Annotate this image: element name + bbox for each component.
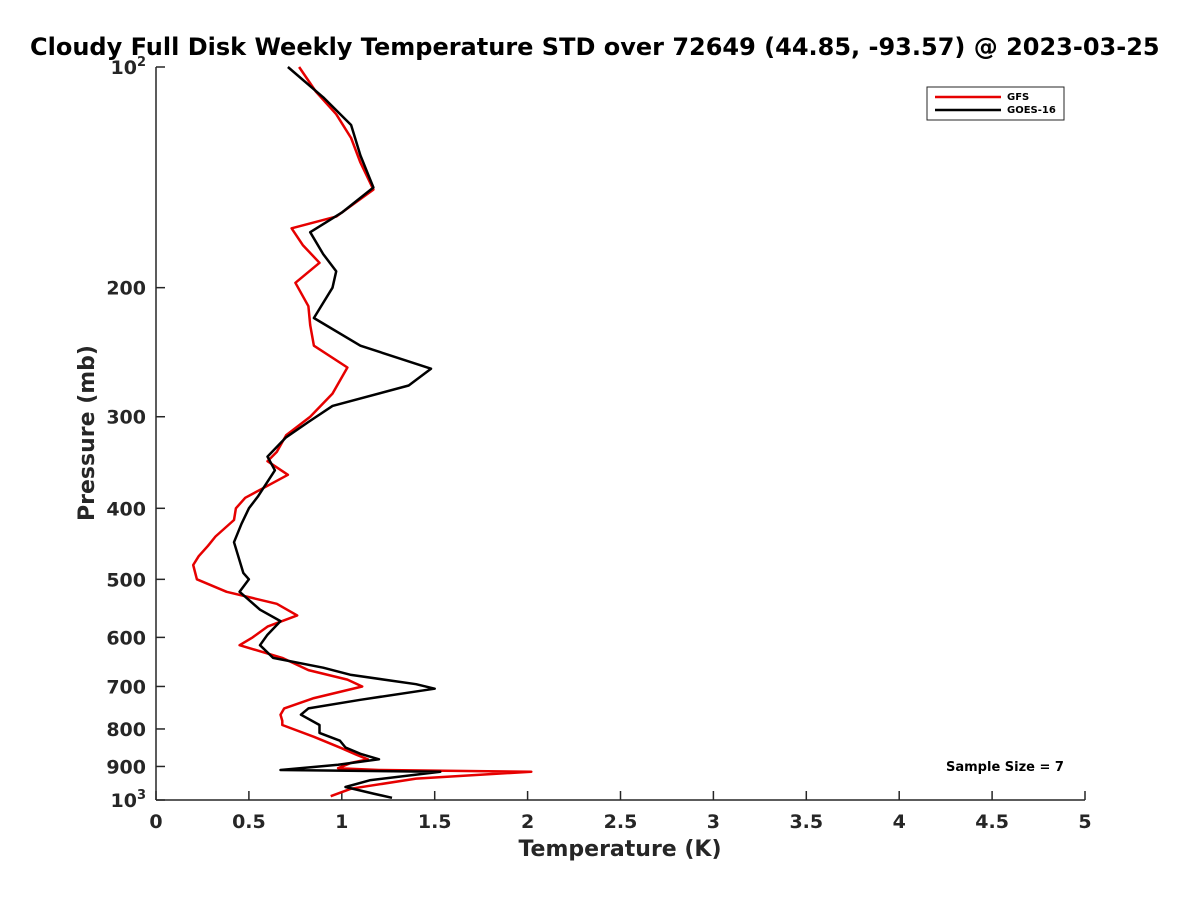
legend: GFS GOES-16 xyxy=(926,86,1065,121)
x-axis-label: Temperature (K) xyxy=(518,837,721,862)
series-group xyxy=(191,66,533,800)
y-tick-label: 200 xyxy=(106,278,146,300)
y-axis-label: Pressure (mb) xyxy=(75,345,100,521)
x-tick-label: 0 xyxy=(149,811,162,833)
y-tick-label: 600 xyxy=(106,627,146,649)
axes xyxy=(155,67,1085,801)
x-tick-label: 4.5 xyxy=(975,811,1009,833)
legend-label-gfs: GFS xyxy=(1007,92,1029,103)
series-line-gfs xyxy=(191,66,533,798)
x-tick-label: 2 xyxy=(521,811,534,833)
legend-label-goes16: GOES-16 xyxy=(1007,105,1056,116)
x-tick-label: 2.5 xyxy=(604,811,638,833)
sample-size-annotation: Sample Size = 7 xyxy=(946,760,1064,775)
y-tick-label: 700 xyxy=(106,676,146,698)
x-tick-label: 1.5 xyxy=(418,811,452,833)
y-tick-label: 500 xyxy=(106,569,146,591)
y-tick-label: 900 xyxy=(106,756,146,778)
x-tick-label: 4 xyxy=(893,811,906,833)
x-tick-label: 3.5 xyxy=(789,811,823,833)
series-line-goes16 xyxy=(232,66,442,800)
x-tick-label: 0.5 xyxy=(232,811,266,833)
x-tick-label: 5 xyxy=(1078,811,1091,833)
x-tick-label: 3 xyxy=(707,811,720,833)
y-tick-label: 300 xyxy=(106,407,146,429)
y-tick-label: 102 xyxy=(111,55,147,79)
y-ticks: 102 200 300 400 500 600 700 800 900 103 xyxy=(106,55,165,812)
y-tick-label: 103 xyxy=(111,788,147,812)
x-ticks: 0 0.5 1 1.5 2 2.5 3 3.5 4 4.5 5 xyxy=(149,791,1092,833)
y-tick-label: 400 xyxy=(106,498,146,520)
x-tick-label: 1 xyxy=(335,811,348,833)
chart-title: Cloudy Full Disk Weekly Temperature STD … xyxy=(30,33,1160,61)
legend-box xyxy=(926,86,1065,121)
y-tick-label: 800 xyxy=(106,719,146,741)
